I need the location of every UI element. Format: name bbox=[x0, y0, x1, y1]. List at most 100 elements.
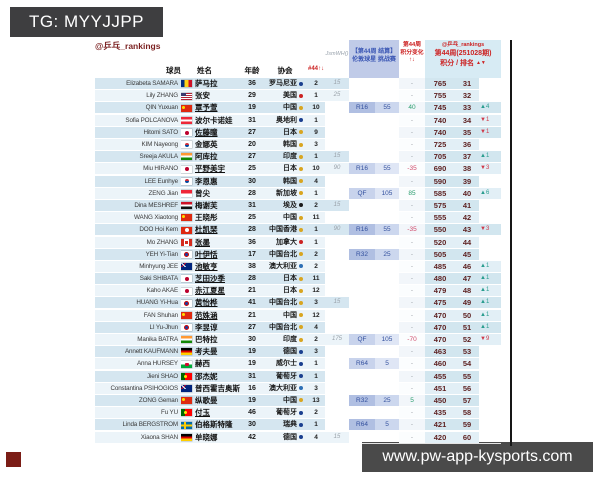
rank-delta: ▼1 bbox=[479, 126, 501, 138]
player-cn-name: 纵歌曼 bbox=[195, 394, 241, 406]
age-value: 31 bbox=[241, 370, 263, 382]
player-latin-name: Fu YU bbox=[95, 407, 181, 419]
player-latin-name: DOO Hoi Kem bbox=[95, 224, 181, 236]
flag-jp-icon bbox=[181, 129, 192, 137]
lastweek-points: 15 bbox=[325, 199, 349, 211]
event-round: R64 bbox=[349, 358, 375, 370]
age-value: 17 bbox=[241, 248, 263, 260]
rank-value: 57 bbox=[455, 394, 479, 406]
event-round: QF bbox=[349, 334, 375, 346]
continent-dot-icon bbox=[299, 93, 303, 98]
age-value: 30 bbox=[241, 175, 263, 187]
flag-kr-icon bbox=[181, 177, 192, 185]
table-header: @乒乓_rankings 球员 姓名 年龄 协会 #44↑↓ JsmWH() 【… bbox=[95, 40, 501, 78]
points-change-value: - bbox=[399, 126, 425, 138]
points-change-value: -70 bbox=[399, 334, 425, 346]
table-row: ZENG Jian 曾尖 28 新加坡 1 QF 105 85 585 40 ▲6 bbox=[95, 187, 501, 200]
total-points: 740 bbox=[425, 114, 455, 126]
player-cn-name: 王晓彤 bbox=[195, 212, 241, 224]
player-cn-name: 考夫曼 bbox=[195, 346, 241, 358]
event-week-label: 【第44周 结算】 bbox=[351, 49, 397, 55]
table-row: HUANG Yi-Hua 黄怡桦 41 中国台北 3 15 -475 49 ▲1 bbox=[95, 297, 501, 310]
age-value: 36 bbox=[241, 236, 263, 248]
player-cn-name: 单晓娜 bbox=[195, 431, 241, 443]
col-header-week44-sort[interactable]: #44↑↓ bbox=[307, 66, 324, 72]
week44-count: 1 bbox=[307, 224, 325, 236]
table-row: FAN Shuhan 范姝涵 21 中国 12 -470 50 ▲1 bbox=[95, 309, 501, 322]
continent-dot-icon bbox=[299, 179, 303, 184]
flag-at-icon bbox=[181, 116, 192, 124]
right-week-label: 第44周(251028期) bbox=[434, 50, 492, 57]
points-change-value: - bbox=[399, 309, 425, 321]
age-value: 41 bbox=[241, 297, 263, 309]
association-name: 德国 bbox=[283, 433, 297, 441]
col-header-association: 协会 bbox=[277, 66, 293, 75]
table-row: Anna HURSEY 赫西 19 威尔士 1 R64 5-460 54 bbox=[95, 358, 501, 371]
player-cn-name: 萨马拉 bbox=[195, 78, 241, 90]
corner-red-square bbox=[6, 452, 21, 467]
flag-tw-icon bbox=[181, 299, 192, 307]
association-cell: 中国台北 bbox=[263, 321, 307, 333]
rank-delta: ▲1 bbox=[479, 273, 501, 285]
player-cn-name: 佐藤瞳 bbox=[195, 126, 241, 138]
association-cell: 威尔士 bbox=[263, 358, 307, 370]
rank-value: 38 bbox=[455, 163, 479, 175]
total-points: 550 bbox=[425, 224, 455, 236]
player-latin-name: Kaho AKAE bbox=[95, 285, 181, 297]
total-points: 470 bbox=[425, 309, 455, 321]
flag-cell bbox=[181, 78, 195, 90]
player-cn-name: 邵杰妮 bbox=[195, 370, 241, 382]
association-cell: 日本 bbox=[263, 126, 307, 138]
player-cn-name: 赫西 bbox=[195, 358, 241, 370]
rank-value: 31 bbox=[455, 78, 479, 90]
continent-dot-icon bbox=[299, 240, 303, 245]
flag-cell bbox=[181, 273, 195, 285]
continent-dot-icon bbox=[299, 374, 303, 379]
table-row: Xiaona SHAN 单晓娜 42 德国 4 15 -420 60 bbox=[95, 431, 501, 444]
lastweek-points: 15 bbox=[325, 78, 349, 90]
rank-delta: ▼3 bbox=[479, 163, 501, 175]
rank-value: 54 bbox=[455, 358, 479, 370]
age-value: 28 bbox=[241, 273, 263, 285]
event-round-points: 5 bbox=[375, 358, 399, 370]
continent-dot-icon bbox=[299, 264, 303, 269]
table-row: Elizabeta SAMARA 萨马拉 36 罗马尼亚 2 15 -765 31 bbox=[95, 78, 501, 91]
points-change-value: - bbox=[399, 212, 425, 224]
continent-dot-icon bbox=[299, 361, 303, 366]
age-value: 42 bbox=[241, 431, 263, 443]
table-row: Manika BATRA 巴特拉 30 印度 2 175 QF 105 -70 470 52 ▼9 bbox=[95, 334, 501, 347]
player-cn-name: 覃予萱 bbox=[195, 102, 241, 114]
week44-count: 1 bbox=[307, 114, 325, 126]
age-value: 28 bbox=[241, 224, 263, 236]
points-change-value: - bbox=[399, 297, 425, 309]
week44-count: 1 bbox=[307, 187, 325, 199]
flag-cell bbox=[181, 126, 195, 138]
event-round-points: 105 bbox=[375, 187, 399, 199]
association-name: 中国 bbox=[283, 396, 297, 404]
col-header-points-change[interactable]: 第44周 积分变化 ↑↓ bbox=[399, 42, 425, 65]
rank-value: 58 bbox=[455, 407, 479, 419]
association-cell: 埃及 bbox=[263, 199, 307, 211]
event-round-points: 55 bbox=[375, 163, 399, 175]
col-header-points-rank[interactable]: @乒乓_rankings 第44周(251028期) 积分 / 排名 ▲▼ bbox=[425, 40, 501, 78]
total-points: 421 bbox=[425, 419, 455, 431]
total-points: 740 bbox=[425, 126, 455, 138]
table-row: Minhyung JEE 池敏亨 38 澳大利亚 2 -485 46 ▲1 bbox=[95, 260, 501, 273]
flag-ro-icon bbox=[181, 80, 192, 88]
week44-count: 1 bbox=[307, 90, 325, 102]
player-latin-name: KIM Nayeong bbox=[95, 139, 181, 151]
table-row: KIM Nayeong 金娜英 20 韩国 3 -725 36 bbox=[95, 139, 501, 152]
player-latin-name: Sreeja AKULA bbox=[95, 151, 181, 163]
rank-value: 47 bbox=[455, 273, 479, 285]
continent-dot-icon bbox=[299, 105, 303, 110]
table-row: Lily ZHANG 张安 29 美国 1 25 -755 32 bbox=[95, 90, 501, 103]
rank-value: 53 bbox=[455, 346, 479, 358]
table-row: Kaho AKAE 赤江夏星 21 日本 12 -479 48 ▲1 bbox=[95, 285, 501, 298]
association-name: 葡萄牙 bbox=[276, 372, 297, 380]
association-cell: 德国 bbox=[263, 431, 307, 443]
player-cn-name: 巴特拉 bbox=[195, 334, 241, 346]
rank-delta: ▲1 bbox=[479, 260, 501, 272]
association-name: 印度 bbox=[283, 153, 297, 161]
rank-value: 41 bbox=[455, 199, 479, 211]
association-name: 中国 bbox=[283, 214, 297, 222]
